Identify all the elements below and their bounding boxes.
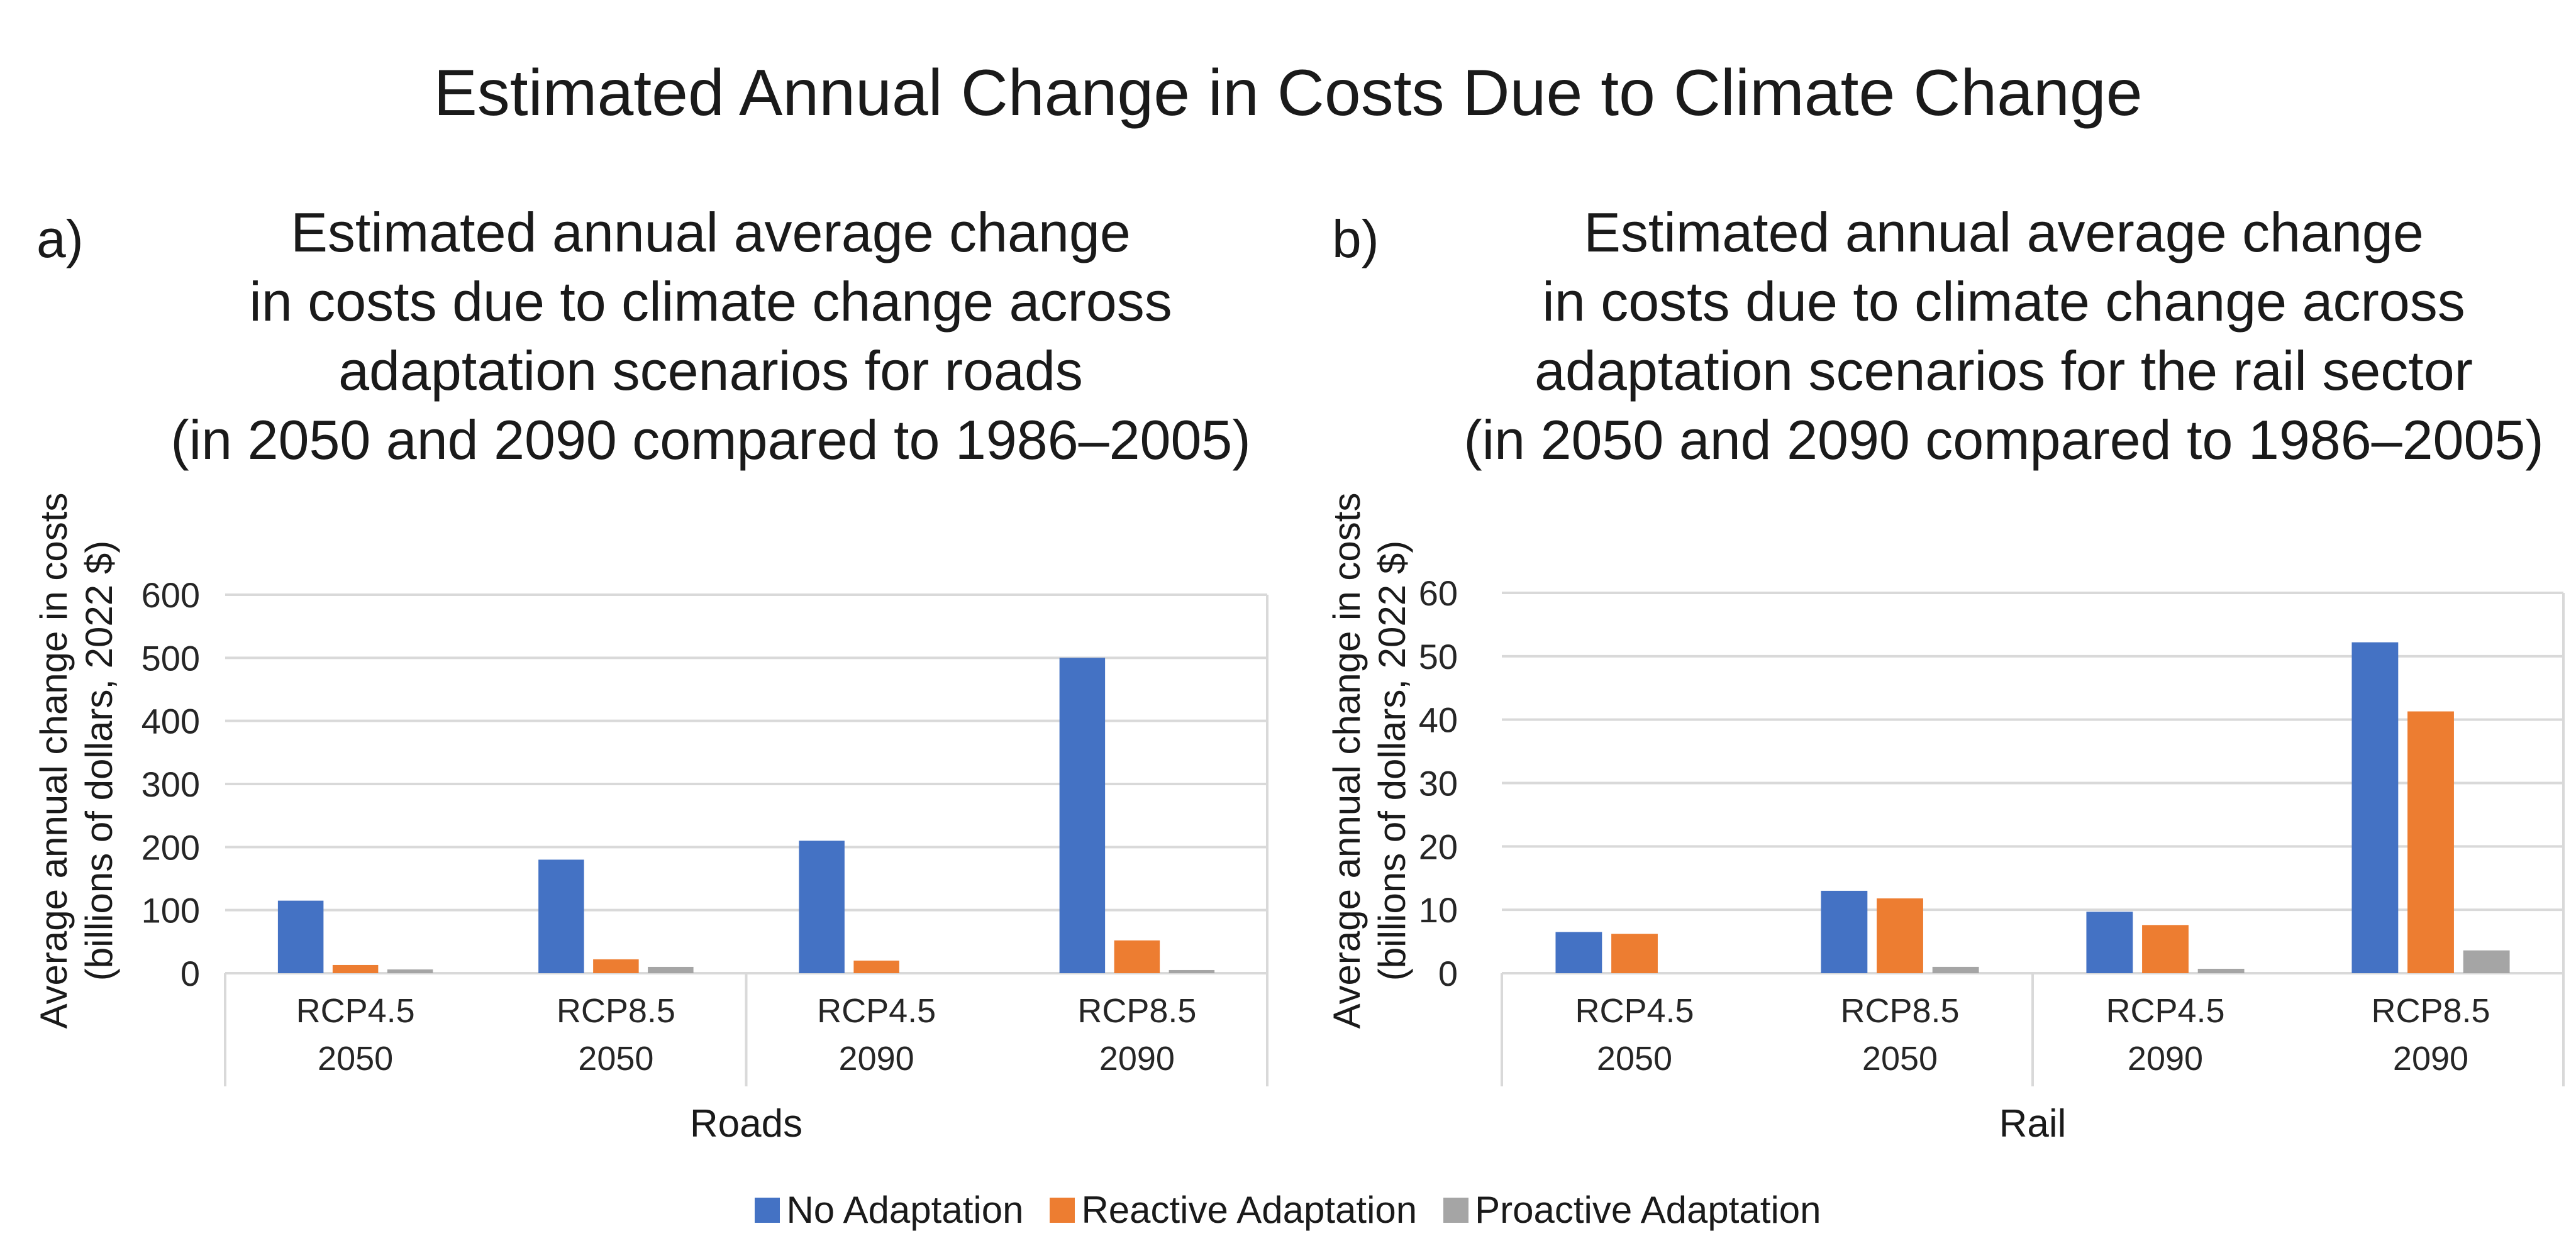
x-tick-label: 2050: [578, 1040, 653, 1078]
y-tick-label: 0: [180, 954, 200, 993]
bar-proactive-adaptation: [2463, 950, 2510, 973]
x-tick-label: RCP4.5: [2106, 992, 2224, 1030]
bar-no-adaptation: [277, 900, 324, 973]
bar-proactive-adaptation: [1932, 966, 1979, 973]
y-tick-label: 100: [142, 891, 200, 930]
bar-reactive-adaptation: [593, 959, 639, 973]
panel-title-line: in costs due to climate change across: [249, 270, 1172, 333]
x-tick-label: 2090: [2393, 1040, 2468, 1078]
bar-no-adaptation: [2351, 642, 2399, 973]
bar-chart-roads: 0 100 200 300 400 500 600 RCP4.5 2050 RCP8.5 2050 R…: [142, 575, 1269, 1145]
x-tick-label: 2090: [1099, 1040, 1175, 1078]
bar-reactive-adaptation: [2142, 925, 2189, 973]
y-tick-label: 30: [1419, 764, 1458, 803]
panel-title-line: Estimated annual average change: [291, 201, 1131, 263]
y-tick-label: 20: [1419, 827, 1458, 866]
legend-label: No Adaptation: [786, 1189, 1024, 1231]
panel-roads: a) Estimated annual average change in co…: [33, 198, 1283, 1145]
x-tick-label: 2050: [1862, 1040, 1938, 1078]
x-tick-label: 2090: [2128, 1040, 2203, 1078]
bar-proactive-adaptation: [2197, 968, 2245, 973]
y-tick-label: 200: [142, 827, 200, 867]
panel-letter: a): [36, 209, 84, 268]
x-axis-title: Rail: [1999, 1102, 2067, 1145]
legend-swatch: [1050, 1198, 1075, 1223]
panel-title-line: adaptation scenarios for roads: [338, 339, 1083, 402]
panel-title-line: Estimated annual average change: [1584, 201, 2424, 263]
bar-no-adaptation: [2086, 912, 2133, 973]
legend-label: Reactive Adaptation: [1081, 1189, 1418, 1231]
x-tick-label: 2090: [839, 1040, 914, 1078]
x-tick-label: RCP4.5: [817, 992, 936, 1030]
y-tick-label: 40: [1419, 700, 1458, 740]
y-tick-label: 600: [142, 575, 200, 615]
panel-title: Estimated annual average change in costs…: [138, 198, 1283, 475]
x-tick-label: RCP4.5: [296, 992, 415, 1030]
bar-no-adaptation: [538, 859, 584, 973]
y-tick-label: 300: [142, 764, 200, 804]
bar-reactive-adaptation: [1611, 934, 1658, 973]
panel-title-line: (in 2050 and 2090 compared to 1986–2005): [1463, 409, 2544, 471]
bar-reactive-adaptation: [1114, 940, 1160, 973]
legend-item: No Adaptation: [755, 1188, 1023, 1232]
panel-rail: b) Estimated annual average change in co…: [1288, 0, 2576, 1258]
legend-item: Proactive Adaptation: [1443, 1188, 1821, 1232]
y-tick-label: 400: [142, 702, 200, 741]
x-tick-label: RCP4.5: [1575, 992, 1694, 1030]
panel-title-line: (in 2050 and 2090 compared to 1986–2005): [170, 409, 1251, 471]
panel-letter: b): [1332, 209, 1379, 268]
y-tick-label: 10: [1419, 890, 1458, 930]
bar-no-adaptation: [799, 841, 845, 973]
bar-reactive-adaptation: [332, 964, 379, 973]
legend-swatch: [755, 1198, 780, 1223]
x-axis-title: Roads: [690, 1102, 802, 1145]
y-tick-label: 500: [142, 638, 200, 678]
y-tick-label: 0: [1438, 954, 1458, 993]
bar-reactive-adaptation: [853, 960, 899, 973]
bar-no-adaptation: [1821, 890, 1868, 973]
bar-reactive-adaptation: [2407, 711, 2454, 973]
bar-proactive-adaptation: [387, 969, 433, 973]
y-tick-label: 60: [1419, 573, 1458, 613]
bar-no-adaptation: [1059, 658, 1106, 973]
x-tick-label: RCP8.5: [1840, 992, 1959, 1030]
x-tick-label: RCP8.5: [557, 992, 675, 1030]
main-title: Estimated Annual Change in Costs Due to …: [433, 57, 2143, 130]
legend-label: Proactive Adaptation: [1475, 1189, 1821, 1231]
legend-swatch: [1443, 1198, 1469, 1223]
bar-proactive-adaptation: [648, 966, 694, 973]
panel-title-line: in costs due to climate change across: [1542, 270, 2465, 333]
x-tick-label: RCP8.5: [1077, 992, 1196, 1030]
x-tick-label: RCP8.5: [2371, 992, 2490, 1030]
x-tick-label: 2050: [1597, 1040, 1672, 1078]
bar-proactive-adaptation: [1169, 969, 1215, 973]
legend-item: Reactive Adaptation: [1050, 1188, 1417, 1232]
bar-no-adaptation: [1555, 932, 1602, 973]
panel-title-line: adaptation scenarios for the rail sector: [1535, 339, 2473, 402]
bar-reactive-adaptation: [1877, 898, 1923, 973]
panel-title: Estimated annual average change in costs…: [1431, 198, 2576, 475]
legend: No Adaptation Reactive Adaptation Proactiv…: [0, 1188, 2576, 1232]
bar-chart-rail: 0 10 20 30 40 50 60 RCP4.5 2050 RCP8.5 2050 RCP4.5 2…: [1419, 573, 2565, 1145]
y-tick-label: 50: [1419, 637, 1458, 676]
x-tick-label: 2050: [318, 1040, 393, 1078]
